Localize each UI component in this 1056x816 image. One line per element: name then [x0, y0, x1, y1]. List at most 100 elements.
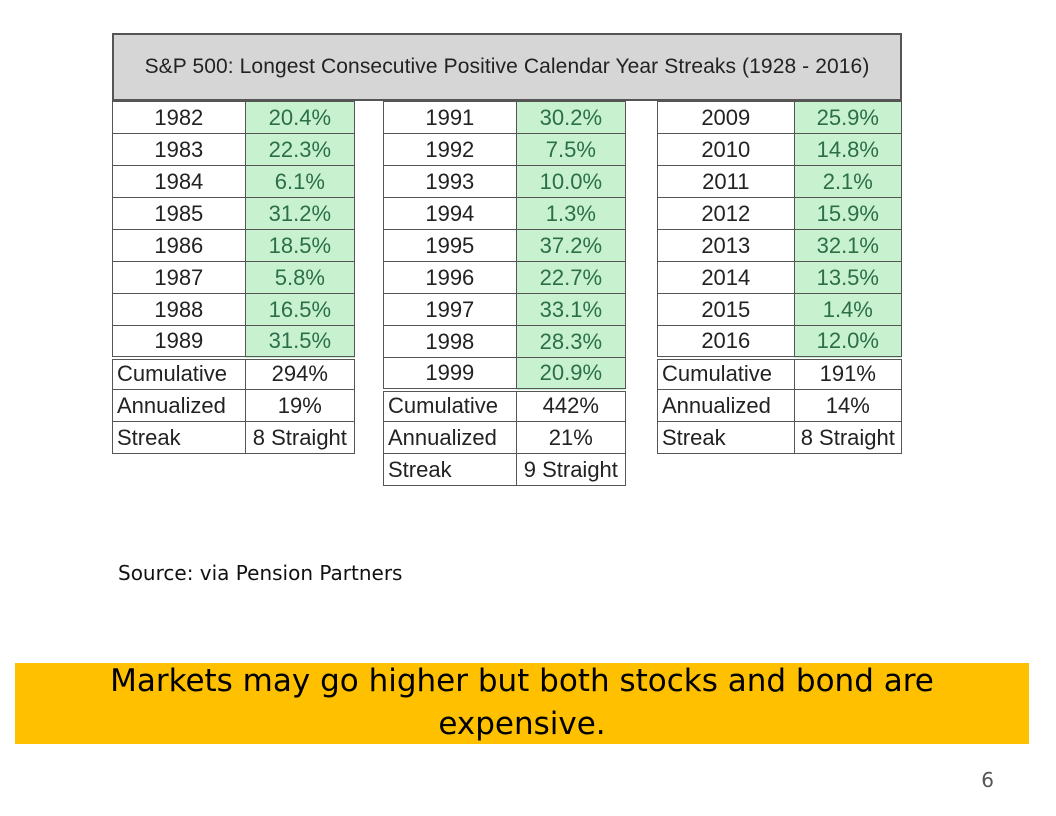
- return-cell: 31.2%: [244, 197, 356, 230]
- summary-label: Cumulative: [657, 355, 795, 390]
- table-row: 2013 32.1%: [657, 229, 903, 262]
- table-row: 1992 7.5%: [383, 133, 627, 166]
- year-cell: 2015: [657, 293, 795, 326]
- table-row: 2014 13.5%: [657, 261, 903, 294]
- summary-row: Streak 8 Straight: [657, 421, 903, 454]
- summary-row: Cumulative 191%: [657, 355, 903, 390]
- year-cell: 2011: [657, 165, 795, 198]
- table-row: 2010 14.8%: [657, 133, 903, 166]
- return-cell: 6.1%: [244, 165, 356, 198]
- summary-value: 294%: [244, 355, 356, 390]
- year-cell: 1994: [383, 197, 517, 230]
- summary-row: Annualized 19%: [112, 389, 356, 422]
- streak-table-1990s: 1991 30.2% 1992 7.5% 1993 10.0% 1994 1.3% 1995 37…: [383, 101, 627, 486]
- summary-label: Annualized: [383, 421, 517, 454]
- year-cell: 1998: [383, 325, 517, 358]
- table-row: 1999 20.9%: [383, 357, 627, 390]
- summary-label: Cumulative: [383, 387, 517, 422]
- year-cell: 1987: [112, 261, 246, 294]
- year-cell: 1986: [112, 229, 246, 262]
- return-cell: 31.5%: [244, 325, 356, 358]
- table-row: 2011 2.1%: [657, 165, 903, 198]
- return-cell: 22.7%: [515, 261, 627, 294]
- return-cell: 20.9%: [515, 357, 627, 390]
- summary-value: 8 Straight: [793, 421, 903, 454]
- summary-value: 21%: [515, 421, 627, 454]
- year-cell: 1992: [383, 133, 517, 166]
- return-cell: 16.5%: [244, 293, 356, 326]
- year-cell: 2016: [657, 325, 795, 358]
- table-row: 1996 22.7%: [383, 261, 627, 294]
- summary-label: Annualized: [112, 389, 246, 422]
- year-cell: 2013: [657, 229, 795, 262]
- year-cell: 1995: [383, 229, 517, 262]
- year-cell: 2009: [657, 101, 795, 134]
- table-row: 1989 31.5%: [112, 325, 356, 358]
- table-row: 1984 6.1%: [112, 165, 356, 198]
- return-cell: 22.3%: [244, 133, 356, 166]
- table-row: 1997 33.1%: [383, 293, 627, 326]
- banner-text: Markets may go higher but both stocks an…: [15, 660, 1029, 746]
- summary-value: 191%: [793, 355, 903, 390]
- year-cell: 1984: [112, 165, 246, 198]
- summary-row: Streak 8 Straight: [112, 421, 356, 454]
- return-cell: 20.4%: [244, 101, 356, 134]
- streak-table-1980s: 1982 20.4% 1983 22.3% 1984 6.1% 1985 31.2% 1986 1…: [112, 101, 356, 454]
- table-row: 1993 10.0%: [383, 165, 627, 198]
- year-cell: 1989: [112, 325, 246, 358]
- table-row: 1988 16.5%: [112, 293, 356, 326]
- summary-row: Streak 9 Straight: [383, 453, 627, 486]
- year-cell: 1982: [112, 101, 246, 134]
- return-cell: 12.0%: [793, 325, 903, 358]
- return-cell: 15.9%: [793, 197, 903, 230]
- return-cell: 1.4%: [793, 293, 903, 326]
- summary-label: Streak: [383, 453, 517, 486]
- year-cell: 1997: [383, 293, 517, 326]
- summary-label: Cumulative: [112, 355, 246, 390]
- return-cell: 5.8%: [244, 261, 356, 294]
- source-caption: Source: via Pension Partners: [118, 561, 403, 585]
- table-row: 1982 20.4%: [112, 101, 356, 134]
- table-row: 1983 22.3%: [112, 133, 356, 166]
- summary-label: Streak: [657, 421, 795, 454]
- table-row: 1994 1.3%: [383, 197, 627, 230]
- return-cell: 1.3%: [515, 197, 627, 230]
- summary-label: Annualized: [657, 389, 795, 422]
- return-cell: 32.1%: [793, 229, 903, 262]
- table-row: 2012 15.9%: [657, 197, 903, 230]
- summary-value: 442%: [515, 387, 627, 422]
- table-row: 2015 1.4%: [657, 293, 903, 326]
- table-row: 1986 18.5%: [112, 229, 356, 262]
- streaks-table-figure: S&P 500: Longest Consecutive Positive Ca…: [107, 28, 952, 524]
- summary-row: Annualized 14%: [657, 389, 903, 422]
- return-cell: 28.3%: [515, 325, 627, 358]
- year-cell: 1996: [383, 261, 517, 294]
- table-row: 2016 12.0%: [657, 325, 903, 358]
- banner-line-1: Markets may go higher but both stocks an…: [110, 663, 934, 699]
- return-cell: 33.1%: [515, 293, 627, 326]
- table-row: 1985 31.2%: [112, 197, 356, 230]
- return-cell: 25.9%: [793, 101, 903, 134]
- return-cell: 10.0%: [515, 165, 627, 198]
- return-cell: 7.5%: [515, 133, 627, 166]
- summary-row: Cumulative 442%: [383, 387, 627, 422]
- table-row: 1991 30.2%: [383, 101, 627, 134]
- return-cell: 14.8%: [793, 133, 903, 166]
- streak-table-2010s: 2009 25.9% 2010 14.8% 2011 2.1% 2012 15.9% 2013 3…: [657, 101, 903, 454]
- page-number: 6: [981, 768, 994, 792]
- table-title: S&P 500: Longest Consecutive Positive Ca…: [112, 33, 902, 101]
- year-cell: 1993: [383, 165, 517, 198]
- banner-line-2: expensive.: [438, 706, 606, 742]
- year-cell: 1988: [112, 293, 246, 326]
- return-cell: 37.2%: [515, 229, 627, 262]
- summary-row: Annualized 21%: [383, 421, 627, 454]
- return-cell: 13.5%: [793, 261, 903, 294]
- year-cell: 1983: [112, 133, 246, 166]
- year-cell: 2010: [657, 133, 795, 166]
- summary-label: Streak: [112, 421, 246, 454]
- return-cell: 2.1%: [793, 165, 903, 198]
- year-cell: 2014: [657, 261, 795, 294]
- summary-value: 19%: [244, 389, 356, 422]
- return-cell: 30.2%: [515, 101, 627, 134]
- table-row: 1998 28.3%: [383, 325, 627, 358]
